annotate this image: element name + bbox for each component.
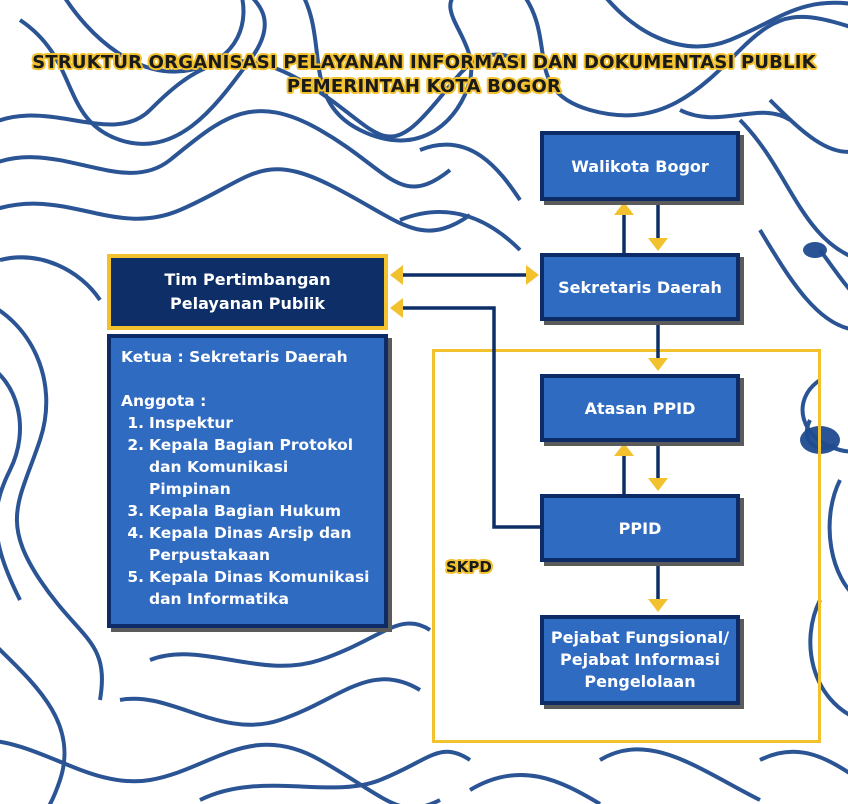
- sekda-box: Sekretaris Daerah: [540, 253, 740, 321]
- arrowhead-to-ppid: [648, 478, 668, 491]
- member-number: 2.: [127, 436, 144, 454]
- member-number: 4.: [127, 524, 144, 542]
- member-text: dan Komunikasi: [149, 458, 289, 476]
- member-number: 5.: [127, 568, 144, 586]
- arrowhead-to-sekda-left: [526, 265, 539, 285]
- atasan-ppid-box: Atasan PPID: [540, 374, 740, 442]
- arrowhead-to-sekda: [648, 238, 668, 251]
- skpd-group-frame: [432, 349, 821, 743]
- arrowhead-to-atasan-up: [614, 443, 634, 456]
- atasan-ppid-label: Atasan PPID: [584, 398, 696, 418]
- pejabat-label-line-1: Pejabat Fungsional/: [550, 628, 730, 647]
- connector-ppid-to-tim: [403, 306, 540, 529]
- member-item-2: 2. Kepala Bagian Protokol dan Komunikasi…: [121, 434, 384, 500]
- tim-pertimbangan-header: Tim Pertimbangan Pelayanan Publik: [107, 254, 388, 330]
- tim-header-line-1: Tim Pertimbangan: [164, 270, 331, 289]
- ppid-label: PPID: [618, 518, 662, 538]
- chart-title-line-1: STRUKTUR ORGANISASI PELAYANAN INFORMASI …: [32, 52, 816, 73]
- tim-ketua: Ketua : Sekretaris Daerah: [121, 348, 348, 366]
- pejabat-fungsional-box: Pejabat Fungsional/ Pejabat Informasi Pe…: [540, 615, 740, 705]
- member-text: Inspektur: [149, 414, 234, 432]
- member-text: Perpustakaan: [149, 546, 271, 564]
- member-number: 3.: [127, 502, 144, 520]
- pejabat-label-line-3: Pengelolaan: [584, 672, 696, 691]
- arrowhead-to-atasan: [648, 358, 668, 371]
- chart-title-line-2: PEMERINTAH KOTA BOGOR: [286, 76, 562, 97]
- member-text: Kepala Bagian Hukum: [149, 502, 342, 520]
- arrowhead-to-walikota: [614, 202, 634, 215]
- arrowhead-to-tim-upper: [390, 265, 403, 285]
- skpd-label: SKPD: [446, 558, 492, 576]
- member-item-1: 1. Inspektur: [121, 412, 384, 434]
- sekda-label: Sekretaris Daerah: [558, 277, 722, 297]
- pejabat-label-line-2: Pejabat Informasi: [560, 650, 720, 669]
- walikota-label: Walikota Bogor: [571, 156, 709, 176]
- member-item-4: 4. Kepala Dinas Arsip dan Perpustakaan: [121, 522, 384, 566]
- member-item-5: 5. Kepala Dinas Komunikasi dan Informati…: [121, 566, 384, 610]
- ppid-box: PPID: [540, 494, 740, 562]
- member-item-3: 3. Kepala Bagian Hukum: [121, 500, 384, 522]
- tim-header-line-2: Pelayanan Publik: [170, 294, 325, 313]
- tim-members-box: Ketua : Sekretaris Daerah Anggota : 1. I…: [107, 334, 388, 628]
- arrowhead-to-tim-lower: [390, 298, 403, 318]
- member-text: Kepala Dinas Komunikasi: [149, 568, 370, 586]
- arrowhead-to-pejabat: [648, 599, 668, 612]
- member-number: 1.: [127, 414, 144, 432]
- tim-anggota-label: Anggota :: [121, 392, 207, 410]
- member-text: dan Informatika: [149, 590, 289, 608]
- member-text: Kepala Bagian Protokol: [149, 436, 354, 454]
- member-text: Pimpinan: [149, 480, 231, 498]
- walikota-box: Walikota Bogor: [540, 131, 740, 201]
- member-text: Kepala Dinas Arsip dan: [149, 524, 352, 542]
